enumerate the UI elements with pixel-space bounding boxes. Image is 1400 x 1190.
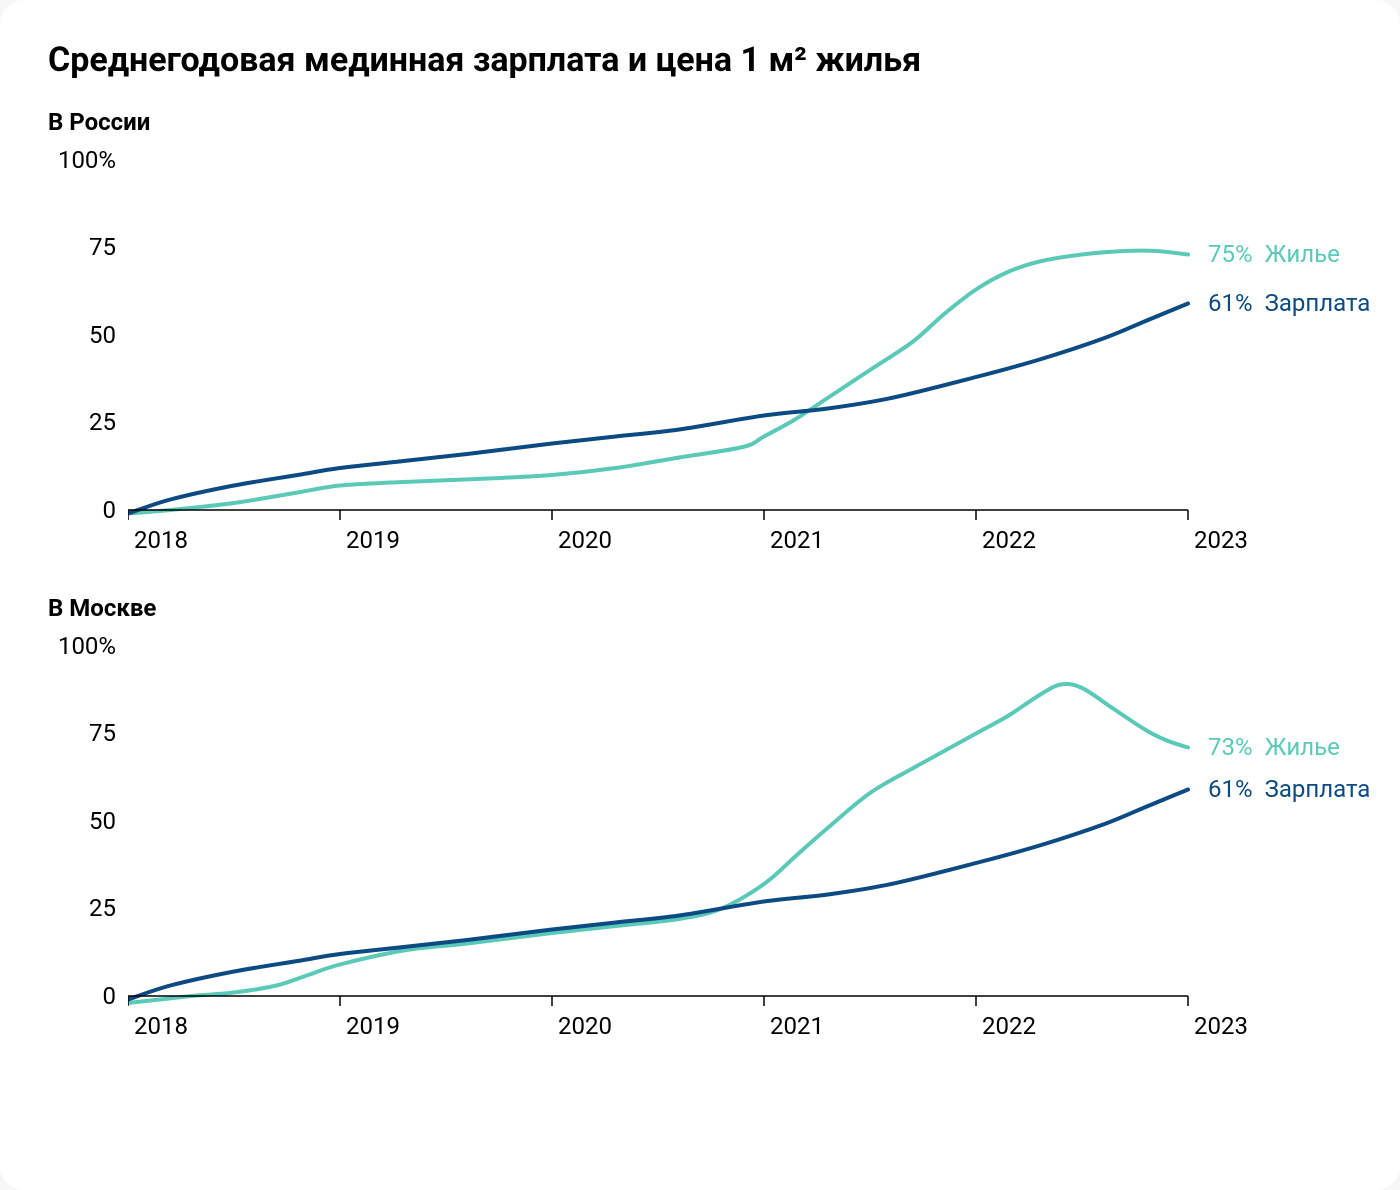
series-end-label-Жилье: 75% Жилье [1208, 240, 1340, 268]
x-tick-label: 2019 [346, 526, 400, 554]
y-tick-label: 50 [48, 321, 116, 349]
x-tick-label: 2023 [1194, 526, 1248, 554]
series-end-label-Зарплата: 61% Зарплата [1208, 775, 1370, 803]
chart-section-russia: В России 0 25 50 75 100% 2018 2019 2020 2021 2022… [48, 108, 1360, 554]
series-line-Жилье [128, 684, 1188, 1003]
y-tick-label: 25 [48, 894, 116, 922]
series-end-name: Жилье [1265, 240, 1340, 268]
series-end-value: 75% [1208, 240, 1253, 268]
section-title-russia: В России [48, 108, 1360, 136]
series-end-label-Жилье: 73% Жилье [1208, 733, 1340, 761]
y-tick-label: 100% [48, 146, 116, 174]
x-tick-label: 2023 [1194, 1012, 1248, 1040]
series-line-Зарплата [128, 304, 1188, 514]
main-title: Среднегодовая мединная зарплата и цена 1… [48, 40, 1360, 80]
chart-svg [128, 646, 1190, 1008]
series-end-name: Жилье [1265, 733, 1340, 761]
chart-card: Среднегодовая мединная зарплата и цена 1… [0, 0, 1400, 1190]
series-end-value: 73% [1208, 733, 1253, 761]
x-tick-label: 2021 [770, 526, 824, 554]
chart-svg [128, 160, 1190, 522]
y-tick-label: 0 [48, 982, 116, 1010]
chart-russia: 0 25 50 75 100% 2018 2019 2020 2021 2022 2023 75% Жи… [48, 144, 1400, 554]
x-tick-label: 2022 [982, 1012, 1036, 1040]
x-tick-label: 2020 [558, 526, 612, 554]
x-tick-label: 2020 [558, 1012, 612, 1040]
series-line-Зарплата [128, 790, 1188, 1000]
section-title-moscow: В Москве [48, 594, 1360, 622]
y-tick-label: 75 [48, 233, 116, 261]
y-tick-label: 100% [48, 632, 116, 660]
y-tick-label: 0 [48, 496, 116, 524]
series-end-value: 61% [1208, 775, 1253, 803]
series-end-name: Зарплата [1265, 289, 1371, 317]
chart-section-moscow: В Москве 0 25 50 75 100% 2018 2019 2020 2021 2022… [48, 594, 1360, 1040]
series-end-name: Зарплата [1265, 775, 1371, 803]
series-end-label-Зарплата: 61% Зарплата [1208, 289, 1370, 317]
y-tick-label: 25 [48, 408, 116, 436]
x-tick-label: 2021 [770, 1012, 824, 1040]
x-tick-label: 2022 [982, 526, 1036, 554]
chart-moscow: 0 25 50 75 100% 2018 2019 2020 2021 2022 2023 73% Жи… [48, 630, 1400, 1040]
x-tick-label: 2019 [346, 1012, 400, 1040]
y-tick-label: 75 [48, 719, 116, 747]
series-end-value: 61% [1208, 289, 1253, 317]
x-tick-label: 2018 [134, 526, 188, 554]
x-tick-label: 2018 [134, 1012, 188, 1040]
series-line-Жилье [128, 251, 1188, 514]
y-tick-label: 50 [48, 807, 116, 835]
